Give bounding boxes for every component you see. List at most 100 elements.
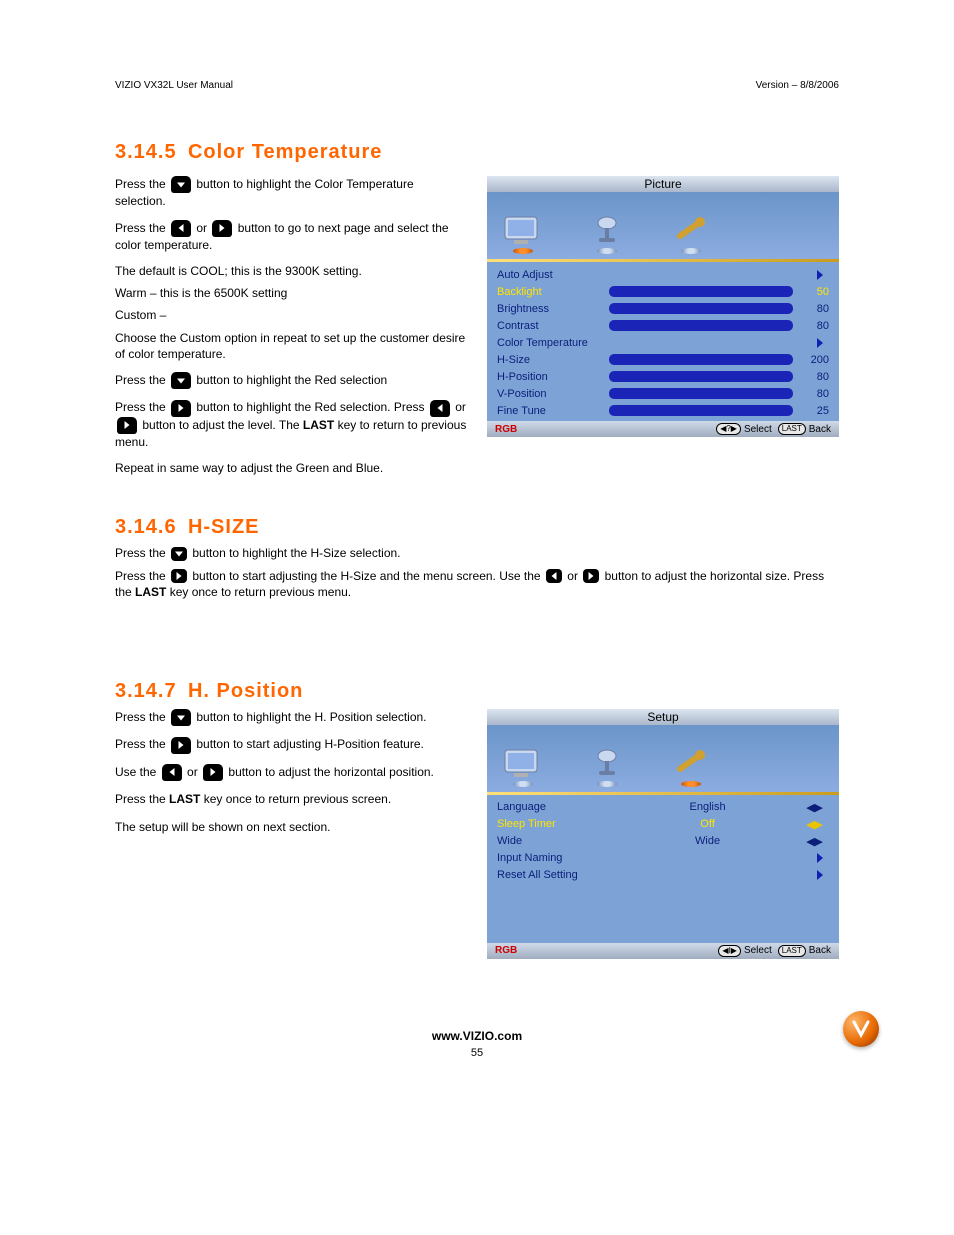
osd-row-auto-adjust[interactable]: Auto Adjust xyxy=(497,266,829,283)
section-title: H-SIZE xyxy=(188,516,260,538)
osd-tab-setup[interactable] xyxy=(669,749,713,787)
chevron-down-icon xyxy=(681,781,701,787)
page-number: 55 xyxy=(115,1047,839,1059)
osd-tab-picture[interactable] xyxy=(501,749,545,787)
lr-arrows-icon: ◀▶ xyxy=(806,835,823,848)
arrow-left-icon xyxy=(546,569,562,583)
arrow-left-icon xyxy=(430,400,450,417)
arrow-down-icon xyxy=(171,547,187,561)
instruction-text: Press the or button to go to next page a… xyxy=(115,220,467,254)
arrow-down-icon xyxy=(171,709,191,726)
osd-row-fine-tune[interactable]: Fine Tune 25 xyxy=(497,402,829,419)
osd-body: Language English ◀▶ Sleep Timer Off ◀▶ xyxy=(487,795,839,943)
instruction-text: Repeat in same way to adjust the Green a… xyxy=(115,460,467,476)
back-hint: LASTBack xyxy=(778,945,831,957)
osd-tab-icons xyxy=(487,192,839,259)
osd-tab-picture[interactable] xyxy=(501,216,545,254)
instruction-text: Warm – this is the 6500K setting xyxy=(115,285,467,301)
osd-title: Picture xyxy=(487,176,839,192)
arrow-right-icon xyxy=(171,737,191,754)
instruction-text: The setup will be shown on next section. xyxy=(115,819,467,835)
arrow-down-icon xyxy=(171,176,191,193)
osd-footer: RGB ◀I▶Select LASTBack xyxy=(487,943,839,959)
osd-row-sleep-timer[interactable]: Sleep Timer Off ◀▶ xyxy=(497,816,829,833)
osd-row-color-temperature[interactable]: Color Temperature xyxy=(497,334,829,351)
osd-footer: RGB ◀?▶Select LASTBack xyxy=(487,421,839,437)
slider xyxy=(609,405,793,416)
instruction-text: Press the button to highlight the Red se… xyxy=(115,372,467,389)
slider xyxy=(609,371,793,382)
vizio-badge-icon xyxy=(843,1011,879,1047)
arrow-right-icon xyxy=(171,569,187,583)
arrow-right-icon xyxy=(817,338,823,348)
input-label: RGB xyxy=(495,945,517,956)
arrow-right-icon xyxy=(583,569,599,583)
osd-title: Setup xyxy=(487,709,839,725)
arrow-right-icon xyxy=(117,417,137,434)
osd-body: Auto Adjust Backlight 50 Brightness 80 xyxy=(487,262,839,421)
osd-row-language[interactable]: Language English ◀▶ xyxy=(497,799,829,816)
instruction-text: Press the button to highlight the Red se… xyxy=(115,399,467,450)
osd-row-input-naming[interactable]: Input Naming xyxy=(497,850,829,867)
instruction-text: Press the button to highlight the Color … xyxy=(115,176,467,210)
instruction-text: Press the button to start adjusting the … xyxy=(115,568,839,600)
arrow-down-icon xyxy=(171,372,191,389)
slider xyxy=(609,354,793,365)
slider xyxy=(609,388,793,399)
last-key-label: LAST xyxy=(169,792,200,806)
lr-arrows-icon: ◀▶ xyxy=(806,818,823,831)
instruction-text: Press the button to start adjusting H-Po… xyxy=(115,736,467,753)
last-key-label: LAST xyxy=(135,585,166,599)
arrow-left-icon xyxy=(171,220,191,237)
osd-row-reset-all[interactable]: Reset All Setting xyxy=(497,867,829,884)
osd-tab-audio[interactable] xyxy=(585,749,629,787)
slider xyxy=(609,286,793,297)
select-hint: ◀?▶Select xyxy=(716,423,772,435)
osd-row-hsize[interactable]: H-Size 200 xyxy=(497,351,829,368)
input-label: RGB xyxy=(495,424,517,435)
instruction-text: Custom – xyxy=(115,307,467,323)
lr-arrows-icon: ◀▶ xyxy=(806,801,823,814)
instruction-text: Use the or button to adjust the horizont… xyxy=(115,764,467,781)
instruction-text: Choose the Custom option in repeat to se… xyxy=(115,330,467,362)
doc-version: Version – 8/8/2006 xyxy=(756,80,839,91)
section-title: H. Position xyxy=(188,680,303,702)
chevron-down-icon xyxy=(513,781,533,787)
chevron-down-icon xyxy=(597,781,617,787)
doc-header: VIZIO VX32L User Manual Version – 8/8/20… xyxy=(115,80,839,91)
arrow-left-icon xyxy=(162,764,182,781)
chevron-down-icon xyxy=(597,248,617,254)
osd-tab-setup[interactable] xyxy=(669,216,713,254)
section-number: 3.14.6 xyxy=(115,516,177,539)
section-title: Color Temperature xyxy=(188,141,382,163)
arrow-right-icon xyxy=(171,400,191,417)
slider xyxy=(609,320,793,331)
osd-tab-audio[interactable] xyxy=(585,216,629,254)
arrow-right-icon xyxy=(212,220,232,237)
osd-row-backlight[interactable]: Backlight 50 xyxy=(497,283,829,300)
osd-setup-menu: Setup xyxy=(487,709,839,959)
section-number: 3.14.7 xyxy=(115,680,177,703)
back-hint: LASTBack xyxy=(778,423,831,435)
osd-row-contrast[interactable]: Contrast 80 xyxy=(497,317,829,334)
arrow-right-icon xyxy=(817,853,823,863)
osd-row-hposition[interactable]: H-Position 80 xyxy=(497,368,829,385)
osd-row-brightness[interactable]: Brightness 80 xyxy=(497,300,829,317)
slider xyxy=(609,303,793,314)
section-number: 3.14.5 xyxy=(115,141,177,164)
arrow-right-icon xyxy=(817,870,823,880)
osd-picture-menu: Picture xyxy=(487,176,839,437)
instruction-text: Press the button to highlight the H. Pos… xyxy=(115,709,467,726)
osd-row-wide[interactable]: Wide Wide ◀▶ xyxy=(497,833,829,850)
osd-row-vposition[interactable]: V-Position 80 xyxy=(497,385,829,402)
chevron-down-icon xyxy=(513,248,533,254)
osd-tab-icons xyxy=(487,725,839,792)
arrow-right-icon xyxy=(817,270,823,280)
arrow-right-icon xyxy=(203,764,223,781)
instruction-text: Press the button to highlight the H-Size… xyxy=(115,545,839,561)
chevron-down-icon xyxy=(681,248,701,254)
instruction-text: The default is COOL; this is the 9300K s… xyxy=(115,263,467,279)
last-key-label: LAST xyxy=(303,418,334,432)
footer-link[interactable]: www.VIZIO.com xyxy=(432,1029,522,1043)
select-hint: ◀I▶Select xyxy=(718,945,771,957)
